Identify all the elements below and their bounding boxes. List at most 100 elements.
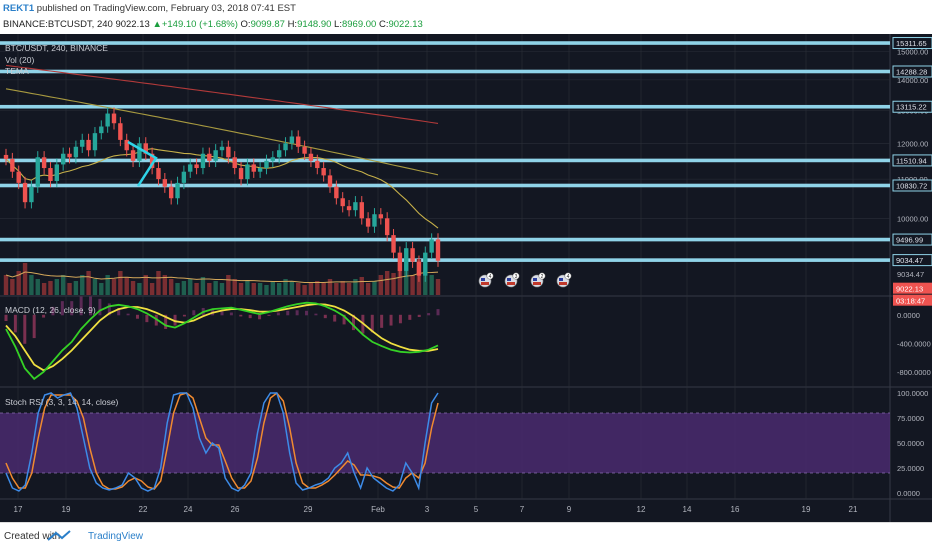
stoch-k-line [5, 392, 439, 492]
ma-short-line [5, 148, 439, 229]
chart-header: REKT1 published on TradingView.com, Febr… [0, 0, 932, 34]
volume-bar [283, 279, 288, 295]
volume-bar [143, 275, 148, 295]
macd-histogram-bar [126, 313, 130, 316]
flag-stripe [559, 282, 567, 285]
candle-body [308, 153, 314, 161]
candle-body [137, 143, 142, 161]
macd-histogram-bar [427, 313, 431, 316]
event-flags: 4 3 2 4 [478, 272, 572, 288]
macd-histogram-bar [117, 307, 121, 316]
macd-histogram-bar [370, 314, 374, 333]
candle-body [315, 160, 320, 169]
brand-link[interactable]: TradingView [88, 531, 144, 542]
macd-histogram-bar [380, 314, 384, 328]
candle-body [22, 182, 28, 203]
macd-histogram-bar [314, 313, 318, 316]
volume-bar [353, 279, 358, 295]
candle-body [156, 168, 161, 180]
volume-ma-line [5, 271, 439, 283]
candle-body [416, 261, 422, 276]
level-tag [892, 65, 932, 78]
author-link[interactable]: REKT1 [3, 3, 35, 14]
level-line [0, 104, 890, 109]
volume-bar [232, 279, 237, 295]
candle-body [16, 171, 21, 183]
macd-histogram-bar [267, 314, 271, 316]
x-tick-label: 19 [802, 505, 811, 514]
stoch-tick-label: 50.0000 [897, 439, 924, 448]
stoch-d-line [5, 391, 439, 490]
footer: Created with TradingView [0, 522, 932, 550]
macd-tick-label: -800.0000 [897, 368, 931, 377]
candle-body [29, 186, 34, 203]
macd-histogram-bar [351, 314, 355, 331]
candle-body [296, 136, 301, 147]
candle-body [149, 153, 155, 169]
flag-canton [559, 278, 563, 281]
volume-bar [435, 279, 441, 295]
candle-body [289, 136, 295, 144]
level-tag-text: 14288.28 [896, 67, 927, 76]
stoch-tick-label: 0.0000 [897, 489, 920, 498]
volume-bar [156, 271, 161, 295]
candle-body [207, 153, 212, 161]
level-line [0, 183, 890, 188]
volume-bar [188, 279, 193, 295]
candle-body [124, 139, 129, 151]
tema-label[interactable]: TEMA [5, 66, 29, 76]
volume-bar [302, 285, 307, 295]
candle-body [54, 164, 60, 181]
candle-body [264, 160, 269, 169]
candle-body [111, 113, 117, 124]
volume-bar [99, 283, 104, 295]
macd-histogram-bar [98, 298, 102, 316]
candle-body [238, 168, 244, 180]
candle-body [384, 218, 390, 236]
last-price: 9022.13 [115, 19, 150, 30]
tradingview-logo-icon [47, 530, 71, 541]
candle-body [270, 157, 276, 161]
macd-histogram-bar [389, 314, 393, 326]
macd-histogram-bar [229, 312, 233, 316]
candle-body [105, 113, 110, 127]
flag-badge [512, 272, 520, 280]
x-tick-label: 19 [62, 505, 71, 514]
created-text: Created with [4, 531, 61, 542]
candle-body [181, 171, 187, 183]
volume-bar [54, 279, 60, 295]
candle-body [118, 123, 123, 140]
volume-bar [3, 275, 9, 295]
macd-signal-line [5, 303, 439, 372]
y-tick-label: 15000.00 [897, 47, 928, 56]
stoch-tick-label: 75.0000 [897, 414, 924, 423]
price-axis: 15000.0014000.0013000.0012000.0011000.00… [892, 37, 932, 498]
volume-bar [340, 281, 345, 295]
volume-bar [296, 283, 301, 295]
macd-histogram-bar [286, 310, 290, 316]
flag-canton [533, 278, 537, 281]
vol-label[interactable]: Vol (20) [5, 55, 34, 65]
volume-bar [16, 271, 21, 295]
candles [3, 107, 441, 282]
macd-histogram-bar [398, 314, 402, 324]
level-line [0, 237, 890, 242]
macd-histogram-bar [333, 314, 337, 322]
volume-bar [365, 283, 371, 295]
flag-count: 2 [541, 274, 544, 280]
volume-bar [168, 279, 174, 295]
volume-bar [124, 277, 129, 295]
pane-labels: BTC/USDT, 240, BINANCE Vol (20) TEMA MAC… [5, 43, 119, 407]
volume-bar [29, 275, 34, 295]
stoch-label[interactable]: Stoch RSI (3, 3, 14, 14, close) [5, 397, 119, 407]
macd-histogram-bar [4, 314, 8, 321]
flag-stripe [533, 282, 541, 285]
stoch-tick-label: 25.0000 [897, 464, 924, 473]
candle-body [86, 139, 91, 151]
x-tick-label: 12 [637, 505, 646, 514]
level-tag [892, 179, 932, 192]
volume-bar [289, 281, 295, 295]
candle-body [359, 202, 364, 219]
macd-label[interactable]: MACD (12, 26, close, 9) [5, 305, 96, 315]
